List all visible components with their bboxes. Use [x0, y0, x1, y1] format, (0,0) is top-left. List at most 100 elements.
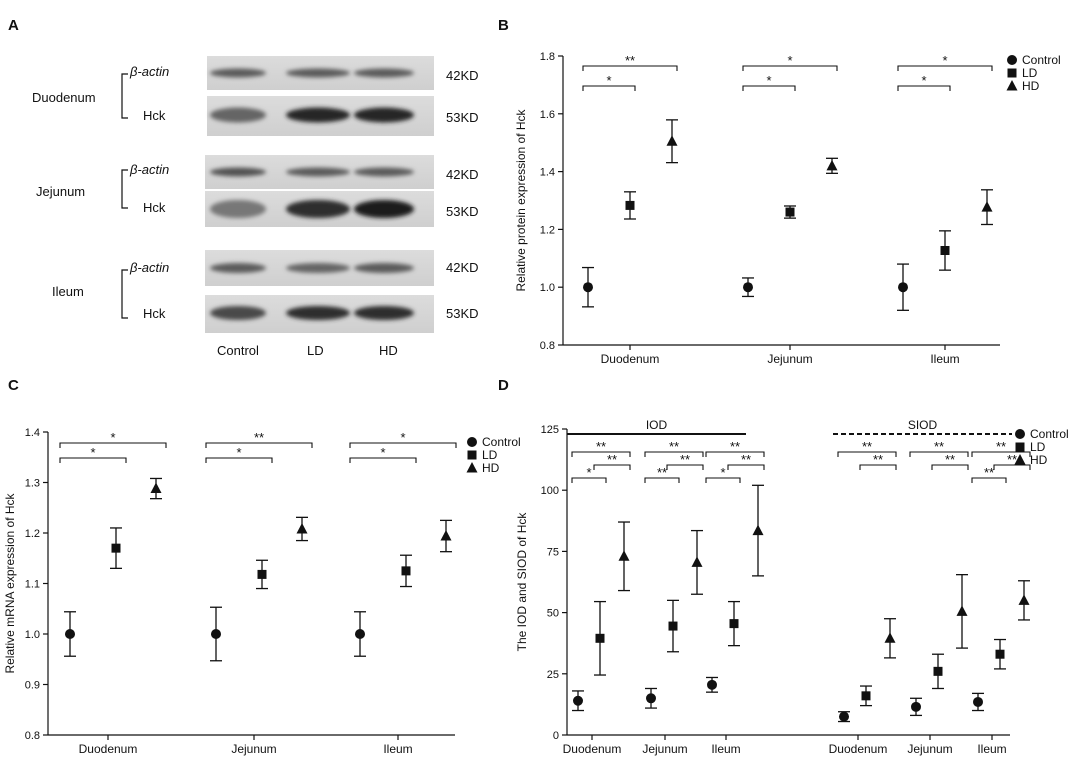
blot-band	[286, 167, 350, 177]
significance-label: *	[236, 445, 241, 460]
data-point-control	[573, 695, 583, 706]
blot-band	[354, 107, 414, 123]
x-category-label: Ileum	[711, 742, 740, 756]
significance-bracket	[582, 85, 636, 91]
data-point-ld	[995, 649, 1005, 659]
blot-row-label: β-actin	[129, 260, 169, 275]
data-point-ld	[940, 245, 950, 255]
blot-group-ileum: Ileum β-actin Hck 42KD 53KD	[52, 250, 479, 333]
significance-label: **	[730, 439, 740, 454]
blot-band	[210, 68, 266, 78]
panel-letter-c: C	[8, 377, 19, 394]
blot-kd-label: 53KD	[446, 306, 479, 321]
significance-label: **	[625, 53, 635, 68]
panel-letter-b: B	[498, 17, 509, 34]
x-category-label: Jejunum	[231, 742, 276, 756]
chart-b-protein-expression: 0.8 1.0 1.2 1.4 1.6 1.8 Relative protein expre…	[514, 51, 1061, 366]
x-category-label: Jejunum	[907, 742, 952, 756]
x-category-label: Duodenum	[601, 352, 660, 366]
data-point-hd	[752, 524, 764, 536]
significance-label: *	[606, 73, 611, 88]
significance-bracket	[571, 477, 607, 483]
y-tick-label: 100	[541, 485, 559, 497]
legend-label-control: Control	[1030, 427, 1069, 441]
significance-label: *	[586, 465, 591, 480]
y-tick-label: 75	[547, 546, 559, 558]
y-tick-label: 1.3	[25, 478, 40, 490]
x-category-label: Jejunum	[642, 742, 687, 756]
blot-band	[286, 68, 350, 78]
x-category-label: Duodenum	[79, 742, 138, 756]
legend-label-control: Control	[1022, 53, 1061, 67]
legend-label-hd: HD	[482, 461, 500, 475]
chart-c-mrna-expression: 0.8 0.9 1.0 1.1 1.2 1.3 1.4 Relative mRNA expre…	[3, 427, 521, 756]
data-point-hd	[826, 159, 838, 171]
significance-label: *	[787, 53, 792, 68]
blot-tissue-label: Ileum	[52, 284, 84, 299]
legend-label-hd: HD	[1022, 79, 1040, 93]
data-point-ld	[401, 566, 411, 576]
legend-marker-hd	[466, 462, 478, 473]
data-point-control	[973, 696, 983, 707]
legend-marker-hd	[1014, 454, 1026, 465]
legend-marker-ld	[1015, 442, 1025, 452]
data-point-control	[211, 629, 221, 639]
y-tick-label: 1.4	[25, 427, 40, 439]
significance-label: **	[1007, 452, 1017, 467]
significance-bracket	[593, 464, 631, 470]
blot-row-label: Hck	[143, 306, 166, 321]
legend-marker-ld	[1007, 68, 1017, 78]
legend-marker-control	[467, 437, 477, 447]
blot-group-duodenum: Duodenum β-actin Hck 42KD 53KD	[32, 56, 479, 136]
data-point-control	[898, 282, 908, 293]
significance-label: *	[110, 430, 115, 445]
blot-band	[286, 263, 350, 273]
blot-kd-label: 42KD	[446, 68, 479, 83]
y-tick-label: 1.8	[540, 51, 555, 63]
significance-bracket	[742, 65, 838, 71]
y-tick-label: 1.0	[540, 282, 555, 294]
x-category-label: Duodenum	[829, 742, 888, 756]
data-point-control	[583, 282, 593, 293]
blot-band	[210, 263, 266, 273]
data-point-control	[911, 701, 921, 712]
y-tick-label: 1.2	[25, 528, 40, 540]
data-point-ld	[625, 200, 635, 210]
blot-bracket	[121, 73, 128, 119]
data-point-ld	[668, 621, 678, 631]
significance-label: **	[596, 439, 606, 454]
blot-row-label: β-actin	[129, 162, 169, 177]
data-point-ld	[257, 569, 267, 579]
blot-kd-label: 42KD	[446, 260, 479, 275]
significance-bracket	[705, 451, 765, 457]
y-tick-label: 1.4	[540, 167, 555, 179]
blot-kd-label: 42KD	[446, 167, 479, 182]
blot-band	[286, 107, 350, 123]
significance-bracket	[993, 464, 1031, 470]
data-point-hd	[618, 550, 630, 561]
legend-label-control: Control	[482, 435, 521, 449]
significance-label: *	[380, 445, 385, 460]
significance-bracket	[897, 65, 993, 71]
significance-label: **	[984, 465, 994, 480]
blot-tissue-label: Jejunum	[36, 184, 85, 199]
y-tick-label: 0	[553, 730, 559, 742]
blot-lane-label-hd: HD	[379, 343, 398, 358]
significance-label: **	[862, 439, 872, 454]
significance-bracket	[571, 451, 631, 457]
y-tick-label: 1.2	[540, 224, 555, 236]
western-blot-panel: Duodenum β-actin Hck 42KD 53KD Jejunum β…	[32, 56, 479, 358]
blot-band	[286, 200, 350, 218]
blot-bracket	[121, 269, 128, 319]
x-category-label: Jejunum	[767, 352, 812, 366]
data-point-ld	[785, 207, 795, 217]
blot-band	[354, 68, 414, 78]
significance-label: **	[873, 452, 883, 467]
data-point-control	[646, 693, 656, 704]
blot-kd-label: 53KD	[446, 204, 479, 219]
y-tick-label: 50	[547, 608, 559, 620]
significance-bracket	[205, 457, 273, 463]
legend-marker-hd	[1006, 80, 1018, 91]
y-tick-label: 0.8	[25, 730, 40, 742]
significance-label: *	[921, 73, 926, 88]
